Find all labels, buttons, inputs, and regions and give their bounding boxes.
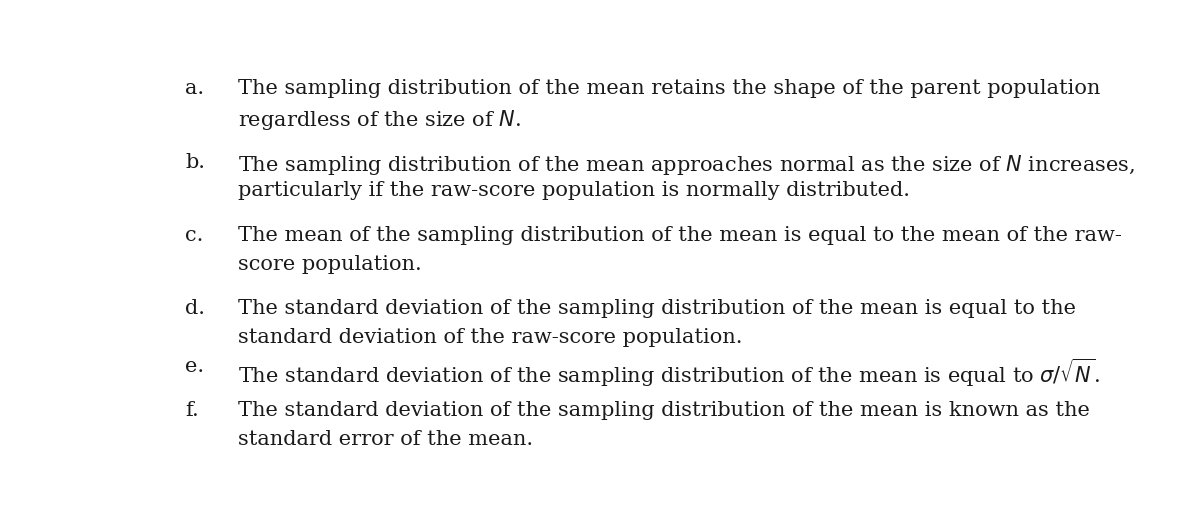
Text: f.: f. xyxy=(185,401,199,420)
Text: The standard deviation of the sampling distribution of the mean is equal to $\si: The standard deviation of the sampling d… xyxy=(239,357,1100,389)
Text: standard deviation of the raw-score population.: standard deviation of the raw-score popu… xyxy=(239,328,743,347)
Text: The standard deviation of the sampling distribution of the mean is equal to the: The standard deviation of the sampling d… xyxy=(239,299,1076,318)
Text: The mean of the sampling distribution of the mean is equal to the mean of the ra: The mean of the sampling distribution of… xyxy=(239,226,1122,245)
Text: d.: d. xyxy=(185,299,205,318)
Text: score population.: score population. xyxy=(239,254,422,273)
Text: standard error of the mean.: standard error of the mean. xyxy=(239,430,534,449)
Text: particularly if the raw-score population is normally distributed.: particularly if the raw-score population… xyxy=(239,181,911,200)
Text: a.: a. xyxy=(185,79,204,98)
Text: The sampling distribution of the mean retains the shape of the parent population: The sampling distribution of the mean re… xyxy=(239,79,1100,98)
Text: b.: b. xyxy=(185,153,205,172)
Text: regardless of the size of $\mathit{N}$.: regardless of the size of $\mathit{N}$. xyxy=(239,108,521,132)
Text: c.: c. xyxy=(185,226,204,245)
Text: The sampling distribution of the mean approaches normal as the size of $\mathit{: The sampling distribution of the mean ap… xyxy=(239,153,1135,177)
Text: e.: e. xyxy=(185,357,204,376)
Text: The standard deviation of the sampling distribution of the mean is known as the: The standard deviation of the sampling d… xyxy=(239,401,1091,420)
